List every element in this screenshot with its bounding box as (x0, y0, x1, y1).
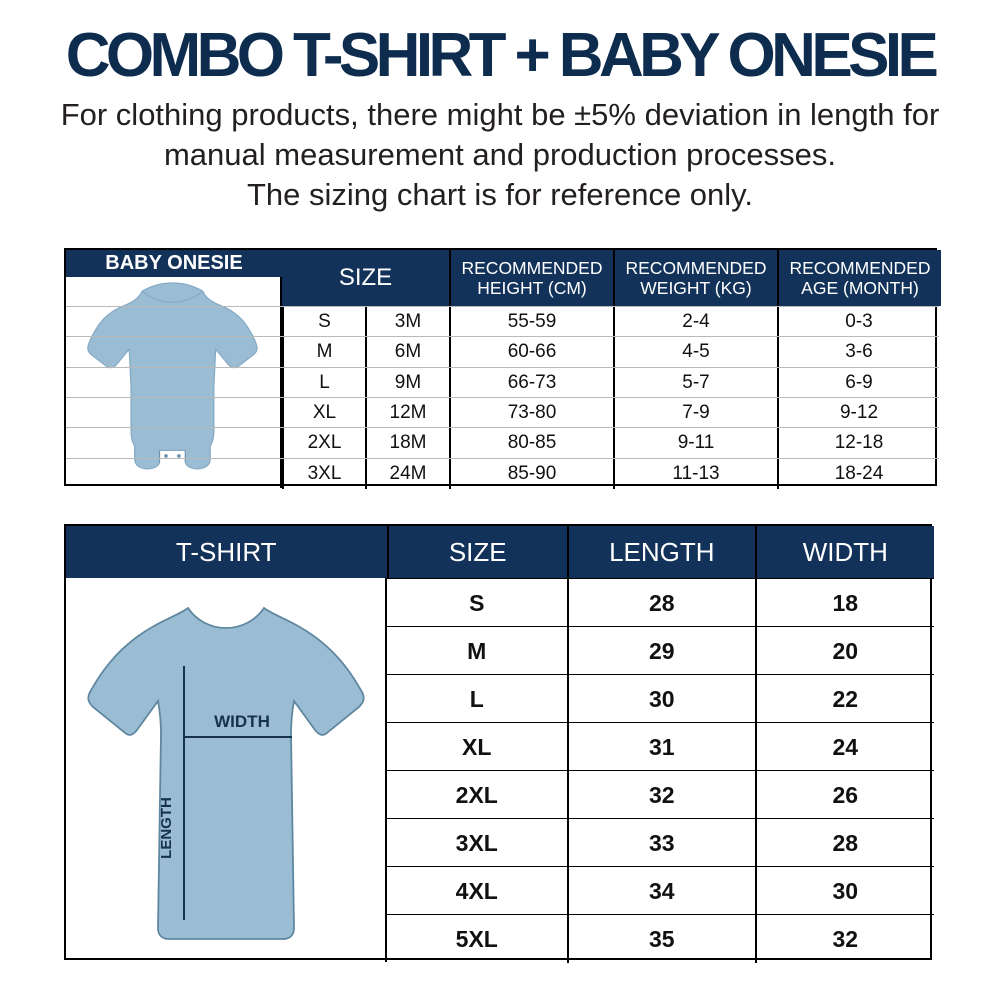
svg-text:LENGTH: LENGTH (158, 797, 175, 859)
svg-text:WIDTH: WIDTH (214, 712, 270, 731)
